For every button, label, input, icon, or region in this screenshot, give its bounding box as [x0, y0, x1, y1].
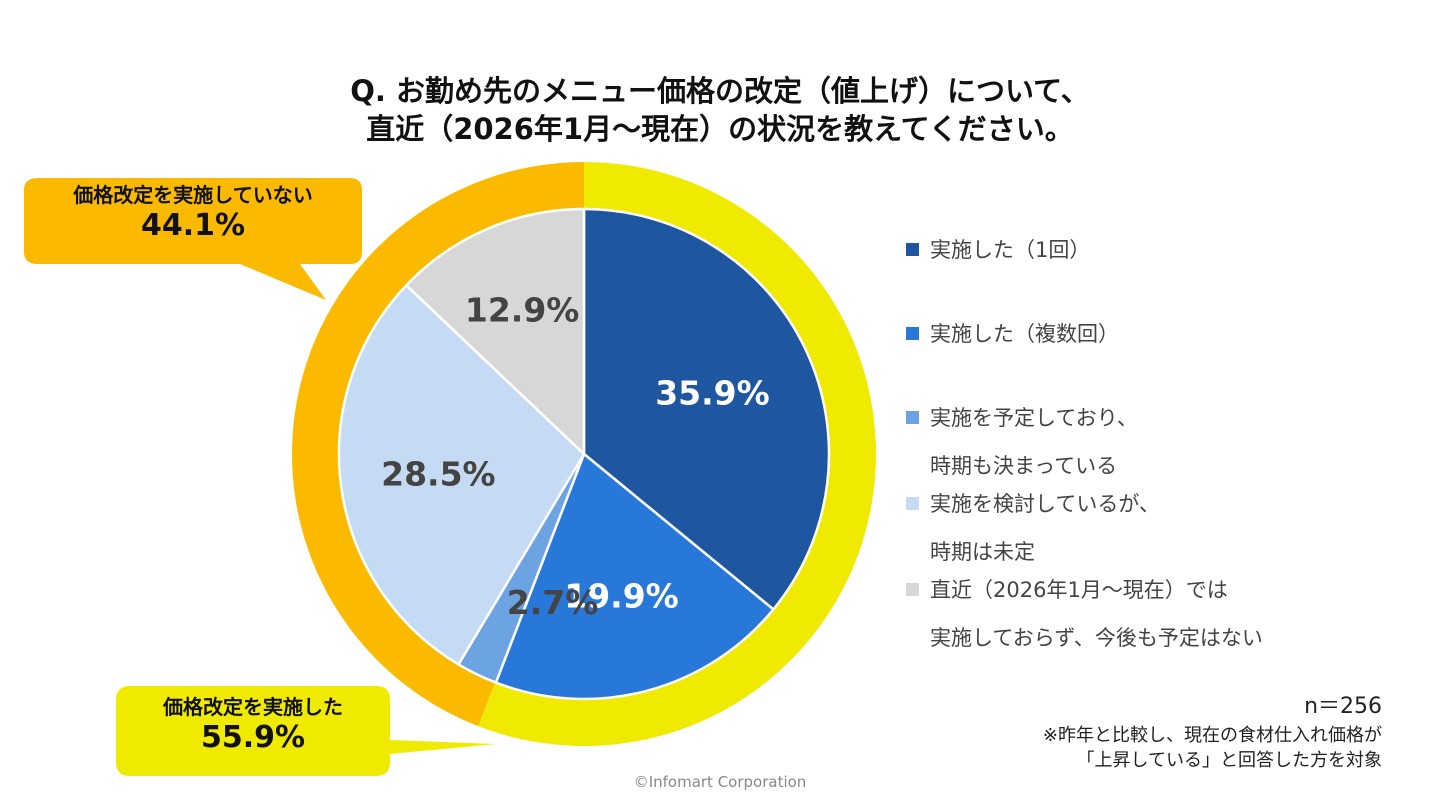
callout-done-value: 55.9% [200, 720, 306, 755]
slice-label-3: 28.5% [381, 455, 496, 494]
legend-swatch [906, 411, 919, 424]
outer-ring-segment-1 [291, 162, 584, 727]
legend-label-line2: 時期も決まっている [930, 454, 1118, 478]
slice-label-2: 2.7% [507, 583, 599, 622]
legend-label-line2: 実施しておらず、今後も予定はない [930, 626, 1263, 650]
slice-labels: 35.9% 19.9%2.7% 28.5% 12.9% [381, 290, 770, 622]
callout-not-done-value: 44.1% [140, 208, 246, 243]
legend-swatch [906, 583, 919, 596]
legend-swatch [906, 497, 919, 510]
callout-not-done-bubble [24, 178, 362, 300]
chart-title: Q. お勤め先のメニュー価格の改定（値上げ）について、 直近（2026年1月～現… [0, 72, 1440, 148]
copyright: ©Infomart Corporation [633, 773, 807, 791]
legend-label-line1: 実施を検討しているが、 [930, 492, 1160, 516]
note-line-1: ※昨年と比較し、現在の食材仕入れ価格が [1042, 725, 1382, 746]
inner-pie [337, 207, 831, 701]
legend-label: 実施した（1回） [930, 238, 1091, 262]
legend-swatch [906, 243, 919, 256]
title-line-2: 直近（2026年1月～現在）の状況を教えてください。 [366, 112, 1074, 146]
pie-slice-4 [404, 207, 586, 457]
note-line-2: 「上昇している」と回答した方を対象 [1076, 750, 1382, 771]
title-line-1: Q. お勤め先のメニュー価格の改定（値上げ）について、 [350, 74, 1090, 108]
slice-label-4: 12.9% [465, 290, 580, 329]
callout-done-label: 価格改定を実施した [163, 695, 343, 719]
slice-label-0: 35.9% [655, 374, 770, 413]
legend-label-line1: 実施を予定しており、 [930, 406, 1138, 430]
callout-not-done-label: 価格改定を実施していない [73, 183, 313, 207]
legend-label-line1: 直近（2026年1月～現在）では [930, 578, 1228, 602]
pie-slice-1 [494, 451, 776, 701]
pie-slice-3 [337, 283, 586, 667]
legend-swatch [906, 327, 919, 340]
callout-not-done: 価格改定を実施していない 44.1% [24, 182, 362, 244]
sample-size: n＝256 [1304, 694, 1382, 719]
callout-done: 価格改定を実施した 55.9% [116, 694, 390, 756]
legend-label-line2: 時期は未定 [930, 540, 1035, 564]
outer-ring [291, 162, 876, 746]
callout-done-bubble [116, 686, 496, 776]
legend-label: 実施した（複数回） [930, 322, 1119, 346]
pie-slice-0 [582, 207, 831, 612]
slice-label-1: 19.9% [564, 577, 679, 616]
